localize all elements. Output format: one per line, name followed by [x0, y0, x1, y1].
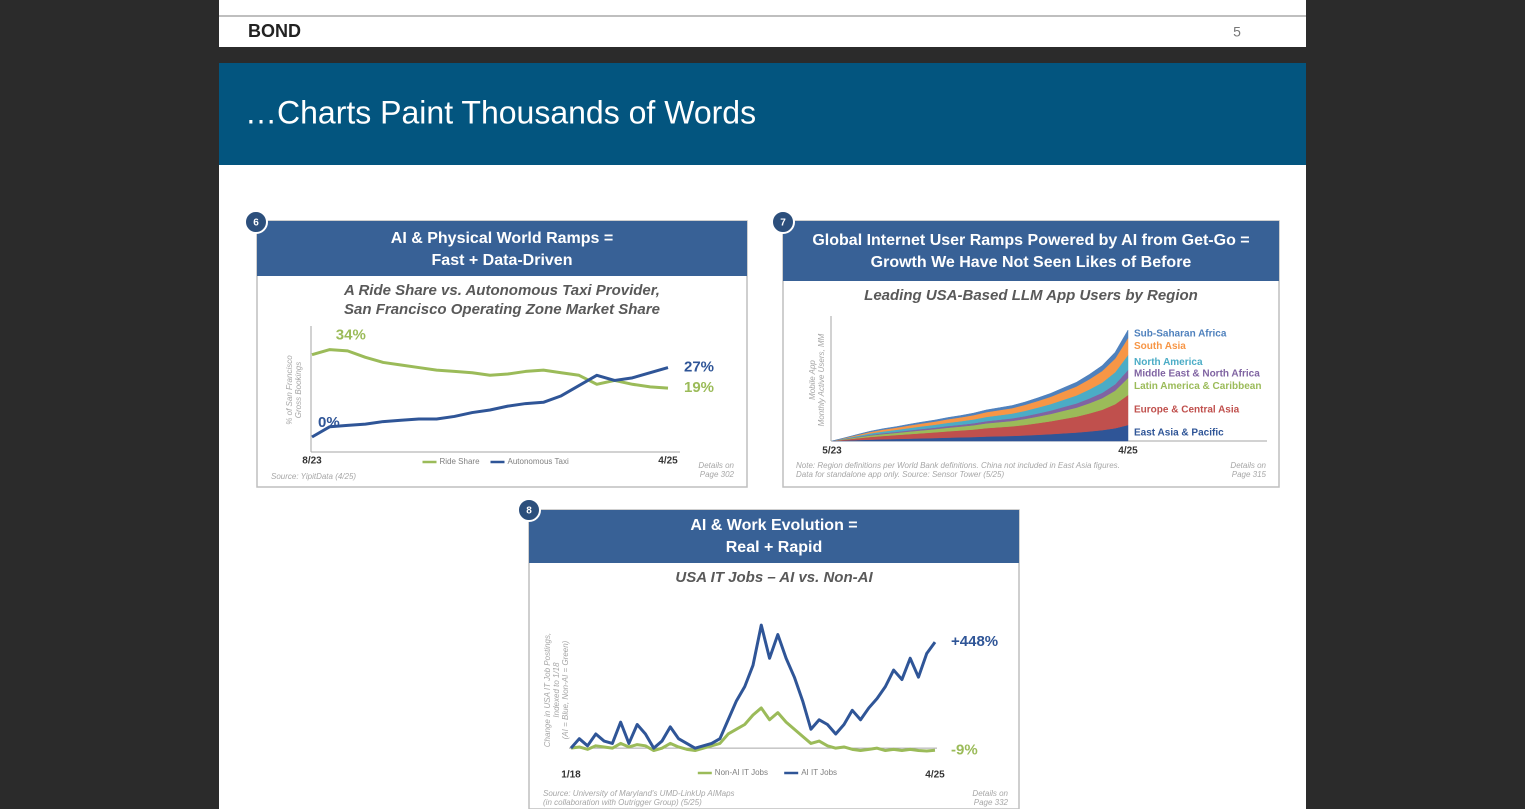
details-note: Details on	[698, 461, 734, 470]
legend-label: Ride Share	[440, 457, 481, 466]
chart-subtitle: San Francisco Operating Zone Market Shar…	[344, 301, 660, 318]
series-line	[569, 623, 937, 750]
panel-header	[783, 221, 1279, 281]
legend-label: AI IT Jobs	[801, 768, 837, 777]
panel-header	[529, 510, 1019, 563]
panel-title: AI & Physical World Ramps =	[391, 230, 613, 247]
badge	[517, 498, 541, 522]
badge	[771, 210, 795, 234]
legend-label: Europe & Central Asia	[1134, 405, 1240, 416]
details-note: Page 332	[974, 798, 1009, 807]
y-axis-label: Change in USA IT Job Postings,	[543, 633, 552, 747]
panel-header	[257, 221, 747, 276]
badge-number: 6	[253, 218, 259, 229]
source-note: Source: University of Maryland's UMD-Lin…	[543, 789, 735, 798]
x-tick-label: 8/23	[302, 456, 322, 467]
panel-title: Global Internet User Ramps Powered by AI…	[812, 232, 1249, 249]
x-tick-label: 4/25	[1118, 446, 1138, 457]
source-note: Data for standalone app only. Source: Se…	[796, 470, 1004, 479]
legend-label: Middle East & North Africa	[1134, 369, 1260, 380]
y-axis-label: Monthly Active Users, MM	[817, 333, 826, 426]
panel-title: Growth We Have Not Seen Likes of Before	[871, 254, 1192, 271]
series-line	[311, 348, 669, 390]
legend-label: North America	[1134, 357, 1203, 368]
y-axis-label: Mobile App	[808, 360, 817, 400]
badge	[244, 210, 268, 234]
panel-title: Real + Rapid	[726, 539, 822, 556]
panel-title: Fast + Data-Driven	[432, 252, 573, 269]
details-note: Page 302	[700, 470, 735, 479]
value-label: +448%	[951, 633, 998, 650]
area-segment	[831, 329, 1129, 442]
title-banner	[219, 63, 1306, 165]
value-label: 19%	[684, 379, 714, 396]
legend-label: Autonomous Taxi	[508, 457, 569, 466]
chart-subtitle: USA IT Jobs – AI vs. Non-AI	[675, 569, 873, 586]
badge-number: 7	[780, 218, 786, 229]
source-note: Note: Region definitions per World Bank …	[796, 461, 1120, 470]
legend-label: East Asia & Pacific	[1134, 428, 1224, 439]
series-line	[570, 706, 936, 753]
top-strip	[219, 0, 1306, 47]
source-note: Source: YipitData (4/25)	[271, 472, 356, 481]
value-label: 34%	[336, 327, 366, 344]
y-axis-label: Indexed to 1/18	[552, 662, 561, 718]
panel-title: AI & Work Evolution =	[690, 517, 857, 534]
legend-label: Latin America & Caribbean	[1134, 381, 1261, 392]
value-label: 0%	[318, 414, 340, 431]
details-note: Page 315	[1232, 470, 1267, 479]
badge-number: 8	[526, 506, 532, 517]
legend-label: South Asia	[1134, 341, 1186, 352]
legend-label: Sub-Saharan Africa	[1134, 329, 1227, 340]
source-note: (in collaboration with Outrigger Group) …	[543, 798, 702, 807]
details-note: Details on	[972, 789, 1008, 798]
details-note: Details on	[1230, 461, 1266, 470]
chart-subtitle: Leading USA-Based LLM App Users by Regio…	[864, 287, 1198, 304]
x-tick-label: 4/25	[658, 456, 678, 467]
y-axis-label: (AI = Blue, Non-AI = Green)	[561, 640, 570, 739]
x-tick-label: 1/18	[561, 770, 581, 781]
value-label: -9%	[951, 741, 978, 758]
page-number: 5	[1233, 24, 1241, 40]
y-axis-label: Gross Bookings	[294, 362, 303, 418]
value-label: 27%	[684, 359, 714, 376]
series-line	[311, 366, 669, 439]
slide-title: …Charts Paint Thousands of Words	[245, 94, 756, 130]
legend-label: Non-AI IT Jobs	[715, 768, 768, 777]
brand: BOND	[248, 21, 301, 41]
chart-subtitle: A Ride Share vs. Autonomous Taxi Provide…	[343, 282, 660, 299]
x-tick-label: 4/25	[925, 770, 945, 781]
y-axis-label: % of San Francisco	[285, 355, 294, 425]
x-tick-label: 5/23	[822, 446, 842, 457]
